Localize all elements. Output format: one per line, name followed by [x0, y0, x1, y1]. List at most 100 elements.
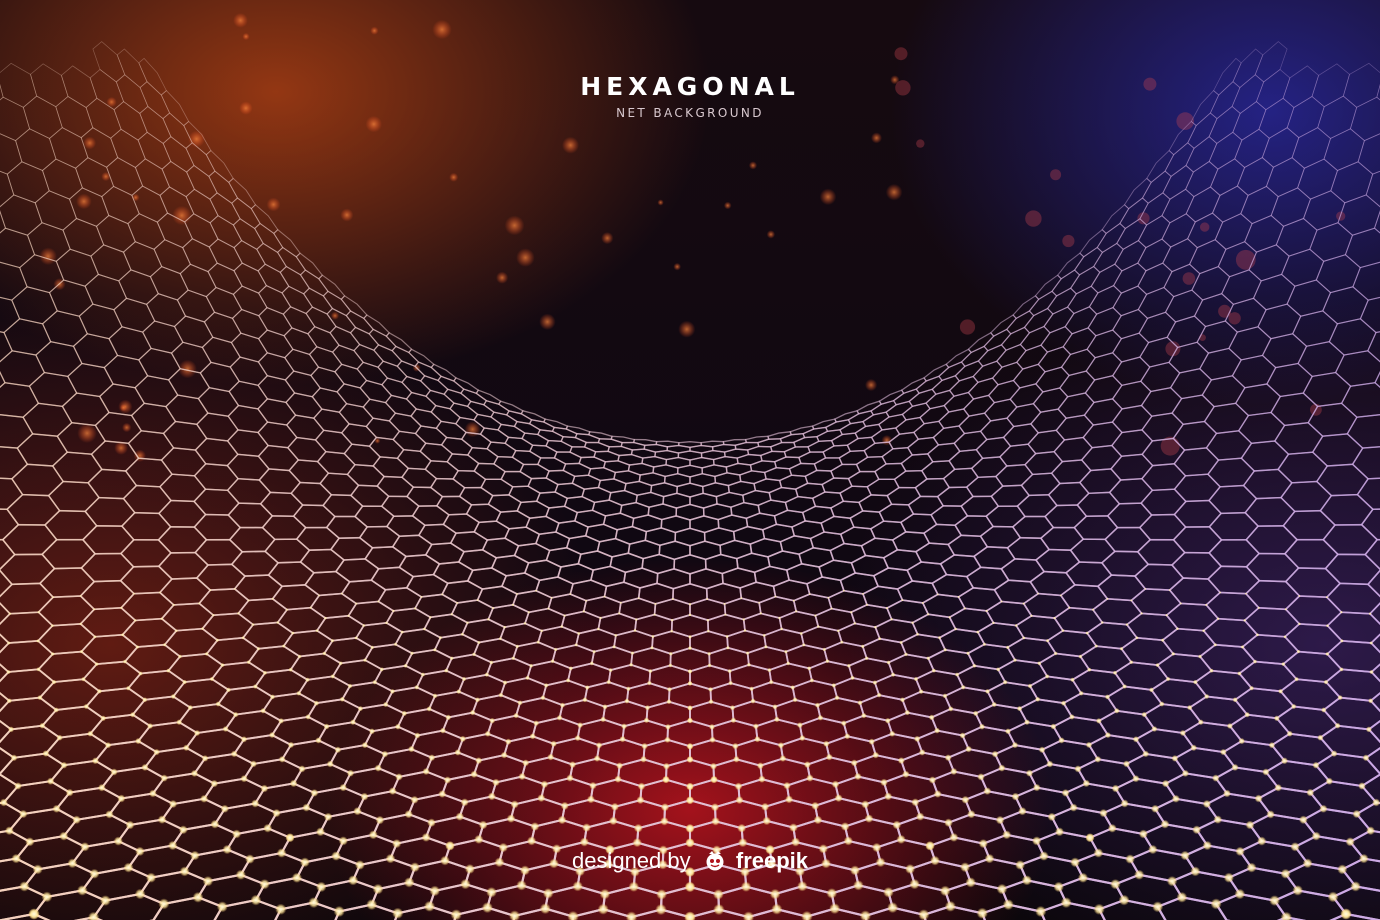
net-node: [498, 692, 504, 698]
net-node: [432, 647, 437, 652]
net-node: [379, 667, 384, 672]
net-node: [1337, 864, 1348, 875]
hex-cell: [1185, 136, 1218, 173]
hex-cell: [1364, 538, 1380, 571]
net-node: [636, 796, 645, 805]
net-node: [1144, 587, 1147, 590]
hex-cell: [1370, 663, 1380, 683]
net-node: [670, 618, 674, 622]
net-node: [783, 781, 791, 790]
bokeh-dot: [133, 449, 146, 462]
net-node: [1025, 769, 1034, 777]
net-node: [1223, 789, 1231, 798]
net-node: [890, 617, 894, 621]
page-subtitle: NET BACKGROUND: [616, 106, 764, 120]
hex-cell: [475, 389, 502, 405]
hex-cell: [30, 63, 69, 108]
hex-cell: [899, 513, 938, 534]
hex-cell: [465, 503, 502, 524]
net-node: [628, 881, 639, 892]
net-node: [656, 889, 667, 900]
net-node: [740, 866, 750, 877]
net-node: [51, 596, 55, 599]
hex-cell: [1203, 402, 1250, 435]
credit-prefix: designed by: [571, 848, 691, 873]
net-node: [525, 675, 530, 681]
hex-cell: [0, 371, 6, 389]
net-node: [1000, 600, 1003, 603]
net-node: [1016, 705, 1023, 712]
net-node: [843, 836, 853, 846]
net-node: [918, 749, 926, 756]
hex-cell: [1194, 669, 1253, 701]
net-node: [801, 910, 813, 920]
bokeh-dot: [106, 96, 117, 108]
net-node: [784, 649, 788, 654]
bokeh-dot: [266, 197, 281, 212]
hex-cell: [487, 494, 522, 513]
net-node: [823, 740, 830, 747]
net-node: [1161, 779, 1170, 788]
net-node: [202, 876, 214, 887]
net-node: [1366, 826, 1375, 836]
net-node: [494, 857, 505, 868]
hex-cell: [356, 361, 389, 386]
net-node: [527, 836, 537, 846]
net-node: [826, 888, 838, 899]
hex-cell: [610, 435, 636, 444]
hex-cell: [1209, 81, 1241, 120]
hex-cell: [1206, 565, 1261, 595]
hex-cell: [473, 520, 511, 541]
net-node: [762, 633, 766, 638]
credit-brand: freepik: [735, 848, 809, 873]
net-node: [105, 810, 114, 819]
net-node: [247, 599, 250, 602]
hex-cell: [479, 427, 510, 445]
net-node: [1268, 742, 1276, 749]
hex-cell: [0, 414, 34, 449]
hex-cell: [1093, 242, 1124, 273]
net-node: [667, 686, 672, 692]
net-node: [616, 762, 624, 770]
bokeh-dot: [188, 130, 206, 148]
net-node: [240, 775, 248, 783]
hex-cell: [163, 627, 219, 658]
net-node: [688, 635, 692, 639]
net-node: [209, 589, 212, 592]
net-node: [542, 888, 554, 899]
net-node: [1254, 794, 1263, 803]
hex-cell: [338, 402, 374, 428]
hex-cell: [873, 462, 907, 481]
net-node: [459, 735, 466, 743]
net-node: [822, 647, 827, 652]
net-node: [348, 875, 359, 886]
net-node: [1213, 815, 1223, 824]
net-node: [1192, 825, 1202, 835]
net-node: [486, 887, 497, 898]
hex-cell: [528, 444, 558, 459]
net-node: [1202, 629, 1206, 633]
net-node: [732, 742, 739, 750]
hex-cell: [1198, 643, 1257, 675]
hex-cell: [1125, 612, 1179, 642]
net-node: [884, 792, 893, 801]
hex-cell: [231, 197, 261, 230]
net-node: [792, 697, 798, 703]
net-node: [125, 820, 135, 830]
net-node: [403, 663, 408, 668]
net-node: [1220, 748, 1227, 756]
hex-cell: [1302, 190, 1346, 231]
hex-cell: [283, 327, 318, 356]
net-node: [954, 672, 960, 677]
net-node: [1045, 638, 1050, 643]
net-node: [612, 644, 616, 649]
net-node: [978, 839, 988, 849]
net-node: [547, 753, 555, 761]
hex-cell: [907, 495, 945, 516]
net-node: [569, 593, 572, 596]
net-node: [176, 719, 183, 726]
hex-cell: [376, 475, 415, 498]
hex-cell: [1137, 238, 1172, 272]
net-node: [1204, 693, 1210, 700]
hex-cell: [554, 482, 586, 500]
